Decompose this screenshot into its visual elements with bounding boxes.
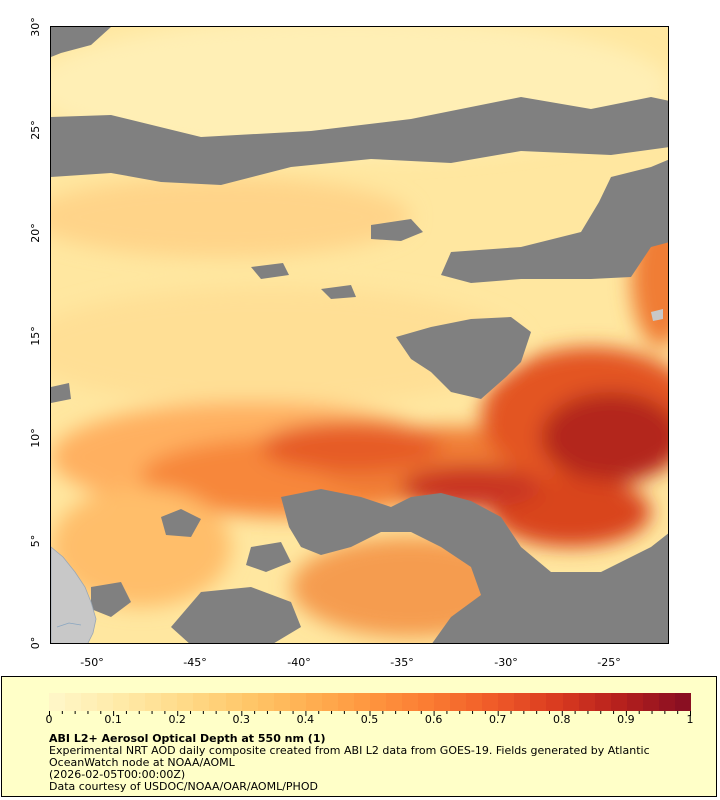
colorbar-segment <box>65 693 82 711</box>
aod-map-canvas <box>51 27 668 643</box>
colorbar-segment <box>466 693 483 711</box>
colorbar-segment <box>209 693 226 711</box>
colorbar-segment <box>241 693 258 711</box>
colorbar-tick-label: 0.5 <box>360 713 379 726</box>
colorbar-segment <box>402 693 419 711</box>
colorbar-segment <box>305 693 322 711</box>
colorbar-segment <box>177 693 194 711</box>
lon-label-minus25: -25° <box>597 656 621 669</box>
colorbar-segment <box>81 693 98 711</box>
colorbar-segment <box>193 693 210 711</box>
colorbar-segment <box>353 693 370 711</box>
colorbar-segment <box>514 693 531 711</box>
colorbar-segment <box>161 693 178 711</box>
colorbar-segment <box>97 693 114 711</box>
colorbar-segment <box>337 693 354 711</box>
lon-label-minus35: -35° <box>390 656 414 669</box>
lat-label-5: 5° <box>29 534 42 548</box>
colorbar-segment <box>482 693 499 711</box>
colorbar-segment <box>674 693 691 711</box>
legend-title: ABI L2+ Aerosol Optical Depth at 550 nm … <box>49 732 326 745</box>
colorbar-tick-label: 0.8 <box>553 713 571 726</box>
colorbar-segment <box>145 693 162 711</box>
colorbar-tick-label: 0.2 <box>168 713 186 726</box>
lat-label-30: 30° <box>29 17 42 37</box>
lon-label-minus50: -50° <box>80 656 104 669</box>
lat-label-0: 0° <box>29 636 42 650</box>
colorbar-segment <box>642 693 659 711</box>
colorbar-segment <box>530 693 547 711</box>
colorbar-segment <box>113 693 130 711</box>
colorbar-tick-label: 0.7 <box>488 713 507 726</box>
colorbar-ticks <box>49 711 691 716</box>
colorbar-segment <box>434 693 451 711</box>
colorbar-segment <box>450 693 467 711</box>
lat-label-10: 10° <box>29 428 42 448</box>
colorbar-segment <box>546 693 563 711</box>
colorbar-segment <box>498 693 515 711</box>
colorbar-tick-label: 0 <box>45 713 53 726</box>
colorbar-segment <box>385 693 403 711</box>
colorbar-segment <box>418 693 435 711</box>
colorbar-segment <box>594 693 611 711</box>
colorbar-tick-label: 0.4 <box>296 713 315 726</box>
colorbar-segment <box>578 693 595 711</box>
colorbar-segment <box>658 693 675 711</box>
colorbar-segment <box>562 693 579 711</box>
colorbar-segment <box>129 693 146 711</box>
aod-map <box>50 26 669 644</box>
colorbar-segment <box>257 693 274 711</box>
legend-panel: ABI L2+ Aerosol Optical Depth at 550 nm … <box>1 676 717 797</box>
colorbar-segment <box>273 693 290 711</box>
legend-credit: Data courtesy of USDOC/NOAA/OAR/AOML/PHO… <box>49 780 318 793</box>
lat-label-15: 15° <box>29 326 42 346</box>
colorbar-tick-label: 0.3 <box>232 713 251 726</box>
colorbar-segment <box>610 693 627 711</box>
lon-label-minus30: -30° <box>494 656 518 669</box>
colorbar-segment <box>626 693 643 711</box>
colorbar-segment <box>321 693 338 711</box>
colorbar <box>49 693 691 711</box>
colorbar-tick-label: 1 <box>686 713 694 726</box>
colorbar-segment <box>289 693 306 711</box>
colorbar-segment <box>369 693 386 711</box>
legend-description: Experimental NRT AOD daily composite cre… <box>49 744 650 769</box>
colorbar-tick-label: 0.9 <box>617 713 635 726</box>
legend-date: (2026-02-05T00:00:00Z) <box>49 768 186 781</box>
lon-label-minus45: -45° <box>183 656 207 669</box>
colorbar-tick-label: 0.6 <box>424 713 443 726</box>
lon-label-minus40: -40° <box>287 656 311 669</box>
colorbar-segment <box>49 693 66 711</box>
legend-text: ABI L2+ Aerosol Optical Depth at 550 nm … <box>49 733 689 793</box>
lat-label-25: 25° <box>29 120 42 140</box>
colorbar-tick-label: 0.1 <box>104 713 122 726</box>
lat-label-20: 20° <box>29 223 42 243</box>
colorbar-segment <box>225 693 242 711</box>
